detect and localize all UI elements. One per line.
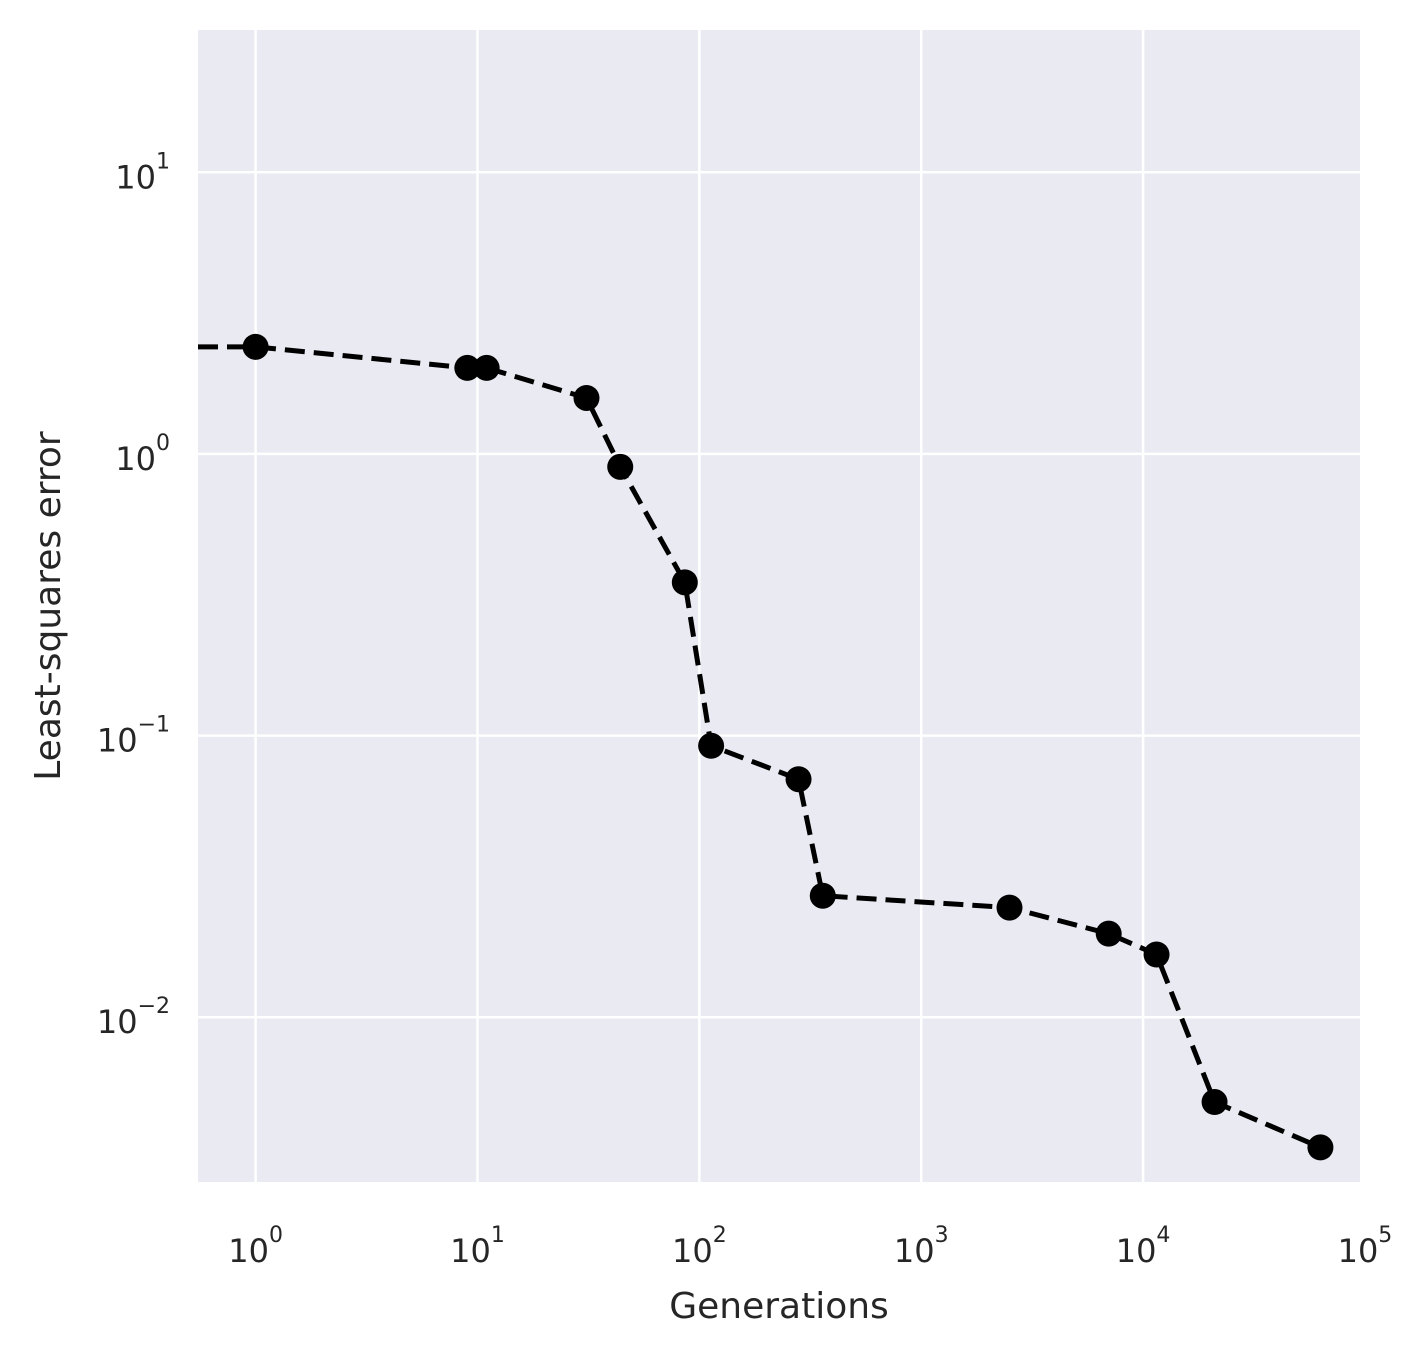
data-point: [1143, 941, 1170, 968]
data-point: [809, 882, 836, 909]
markers: [242, 333, 1334, 1161]
x-axis-label: Generations: [669, 1286, 889, 1327]
x-tick-labels: 100 101 102 103 104 105: [228, 1223, 1392, 1270]
x-tick-label: 105: [1338, 1223, 1393, 1270]
x-tick-label: 102: [672, 1223, 727, 1270]
x-tick-label: 101: [450, 1223, 505, 1270]
data-point: [1095, 920, 1122, 947]
x-tick-label: 104: [1116, 1223, 1171, 1270]
grid: [198, 30, 1367, 1182]
y-tick-label: 100: [115, 431, 170, 478]
plot-area: [198, 30, 1360, 1182]
y-axis-label: Least-squares error: [28, 431, 69, 781]
data-point: [473, 354, 500, 381]
data-point: [573, 384, 600, 411]
data-point: [1307, 1134, 1334, 1161]
data-point: [785, 766, 812, 793]
data-point: [996, 894, 1023, 921]
y-tick-label: 101: [115, 149, 170, 196]
data-point: [698, 732, 725, 759]
y-tick-label: 10−1: [97, 713, 170, 760]
data-point: [454, 354, 481, 381]
y-tick-label: 10−2: [97, 994, 170, 1041]
data-point: [242, 333, 269, 360]
data-point: [607, 453, 634, 480]
data-point: [1201, 1089, 1228, 1116]
y-tick-labels: 10−2 10−1 100 101: [97, 149, 170, 1041]
x-tick-label: 103: [894, 1223, 949, 1270]
data-point: [671, 569, 698, 596]
x-tick-label: 100: [228, 1223, 283, 1270]
